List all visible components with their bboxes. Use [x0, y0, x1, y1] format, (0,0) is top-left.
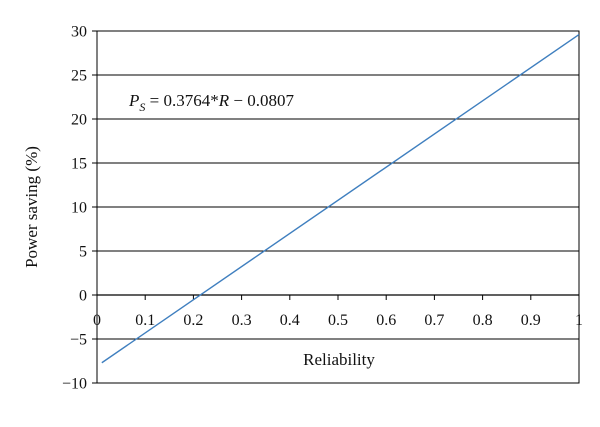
- x-tick-label: 0.6: [376, 312, 396, 329]
- series-line: [101, 33, 580, 364]
- y-tick-label: 20: [71, 112, 87, 129]
- y-tick-label: −10: [62, 376, 87, 393]
- x-axis: 0 0.1 0.2 0.3 0.4 0.5 0.6 0.7 0.8 0.9 1: [93, 294, 583, 329]
- x-tick-label: 0.5: [328, 312, 348, 329]
- y-tick-label: 25: [71, 68, 87, 85]
- x-tick-label: 0.1: [135, 312, 155, 329]
- y-tick-label: 10: [71, 200, 87, 217]
- equation-mid: = 0.3764*: [145, 91, 218, 110]
- x-tick-label: 0.8: [473, 312, 493, 329]
- y-axis-title: Power saving (%): [22, 146, 41, 268]
- y-tick-label: 5: [79, 244, 87, 261]
- y-tick-label: −5: [70, 332, 87, 349]
- equation-var: R: [218, 91, 230, 110]
- equation-annotation: PS = 0.3764*R − 0.0807: [128, 91, 294, 114]
- equation-rhs: − 0.0807: [229, 91, 294, 110]
- y-axis-ticks: −10 −5 0 5 10 15 20 25 30: [62, 24, 97, 393]
- x-tick-label: 0.7: [424, 312, 444, 329]
- y-tick-label: 30: [71, 24, 87, 41]
- equation-lhs-subscript: S: [139, 100, 145, 114]
- x-tick-label: 0.9: [521, 312, 541, 329]
- x-tick-label: 0.4: [280, 312, 300, 329]
- series-layer: [101, 33, 580, 364]
- y-tick-label: 0: [79, 288, 87, 305]
- x-tick-label: 1: [575, 312, 583, 329]
- equation-lhs-symbol: P: [128, 91, 139, 110]
- y-tick-label: 15: [71, 156, 87, 173]
- x-tick-label: 0: [93, 312, 101, 329]
- x-tick-label: 0.2: [183, 312, 203, 329]
- x-tick-label: 0.3: [232, 312, 252, 329]
- x-axis-title: Reliability: [303, 350, 375, 369]
